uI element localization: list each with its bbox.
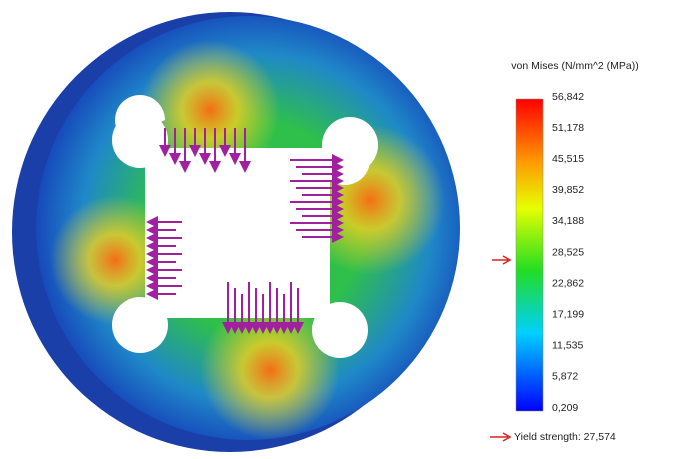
page: von Mises (N/mm^2 (MPa)) 56,842 51,178 45,… <box>0 0 673 459</box>
legend-tick-label: 56,842 <box>552 91 584 103</box>
legend-ticks: 56,842 51,178 45,515 39,852 34,188 28,525 22,8… <box>552 91 584 414</box>
legend: von Mises (N/mm^2 (MPa)) 56,842 51,178 45,… <box>490 60 639 443</box>
legend-tick-label: 51,178 <box>552 122 584 134</box>
legend-tick-label: 5,872 <box>552 371 578 383</box>
stress-plot: von Mises (N/mm^2 (MPa)) 56,842 51,178 45,… <box>0 0 673 459</box>
yield-label: Yield strength: 27,574 <box>514 431 616 443</box>
legend-title: von Mises (N/mm^2 (MPa)) <box>511 60 638 72</box>
legend-tick-label: 0,209 <box>552 402 578 414</box>
legend-tick-label: 17,199 <box>552 308 584 320</box>
legend-tick-label: 39,852 <box>552 184 584 196</box>
part <box>12 12 460 452</box>
legend-tick-label: 34,188 <box>552 215 584 227</box>
color-bar <box>516 99 543 411</box>
legend-tick-label: 28,525 <box>552 246 584 258</box>
yield-marker <box>492 256 510 264</box>
legend-tick-label: 22,862 <box>552 277 584 289</box>
yield-legend-arrow <box>490 433 510 441</box>
legend-tick-label: 11,535 <box>552 340 583 352</box>
legend-tick-label: 45,515 <box>552 153 584 165</box>
